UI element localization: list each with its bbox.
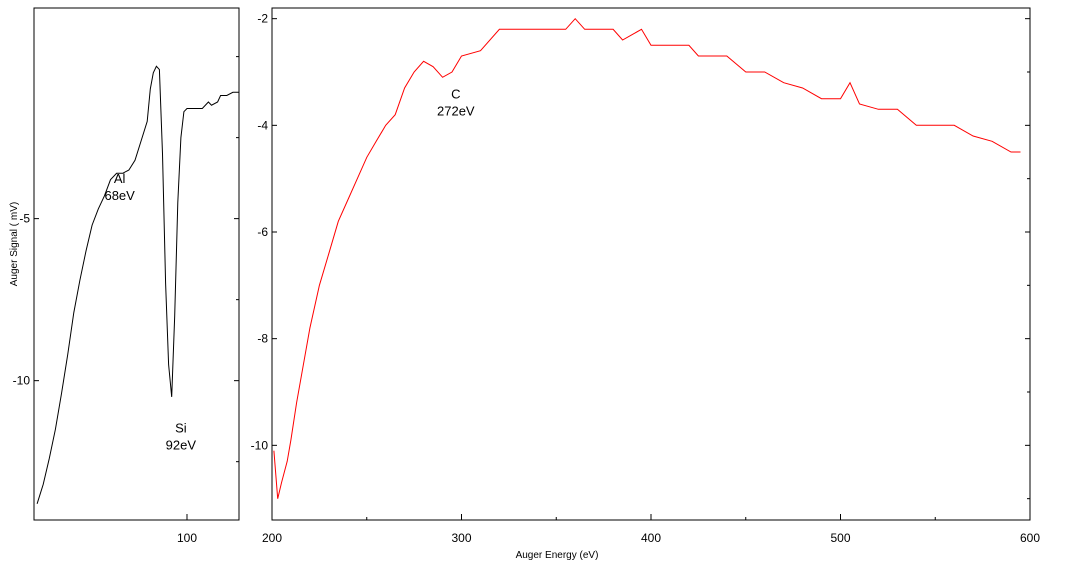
- left-annotation-label: 92eV: [166, 438, 197, 453]
- left-annotation-label: Si: [175, 421, 187, 436]
- left-y-tick-label: -10: [13, 374, 31, 388]
- left-series-group: [36, 65, 239, 504]
- left-annotations: Al 68eV Si 92eV: [104, 171, 196, 453]
- right-y-tick-label: -10: [251, 438, 269, 452]
- right-y-tick-label: -8: [257, 332, 268, 346]
- right-y-tick-label: -4: [257, 118, 268, 132]
- right-axis-ticks: 200 300 400 500 600 -2 -4 -6 -8 -10: [251, 12, 1041, 545]
- right-x-tick-label: 300: [451, 531, 471, 545]
- right-x-tick-label: 400: [641, 531, 661, 545]
- left-annotation-label: 68eV: [104, 188, 135, 203]
- right-x-tick-label: 500: [830, 531, 850, 545]
- x-axis-title: Auger Energy (eV): [516, 550, 599, 561]
- right-series-group: [273, 17, 1021, 499]
- left-axis-ticks: 100 -5 -10: [13, 56, 239, 545]
- left-annotation-label: Al: [114, 171, 126, 186]
- right-x-tick-label: 600: [1020, 531, 1040, 545]
- left-chart-panel: Auger Signal ( mV) 100 -5 -10 Al 68eV Si 92eV: [9, 7, 240, 545]
- right-annotation-label: C: [451, 87, 460, 102]
- left-plot-frame: [33, 7, 240, 521]
- left-series-line: [36, 65, 239, 504]
- right-series-line: [273, 17, 1021, 499]
- left-y-tick-label: -5: [19, 212, 30, 226]
- right-y-tick-label: -6: [257, 225, 268, 239]
- right-chart-panel: Auger Energy (eV) 200 300 400 500 600 -2 -4 -6 -…: [251, 7, 1041, 561]
- right-annotation-label: 272eV: [437, 104, 475, 119]
- left-y-axis-title: Auger Signal ( mV): [9, 202, 20, 286]
- right-y-tick-label: -2: [257, 12, 268, 26]
- left-x-tick-label: 100: [177, 531, 197, 545]
- right-plot-frame: [271, 7, 1031, 521]
- right-x-tick-label: 200: [262, 531, 282, 545]
- right-annotations: C 272eV: [437, 87, 475, 119]
